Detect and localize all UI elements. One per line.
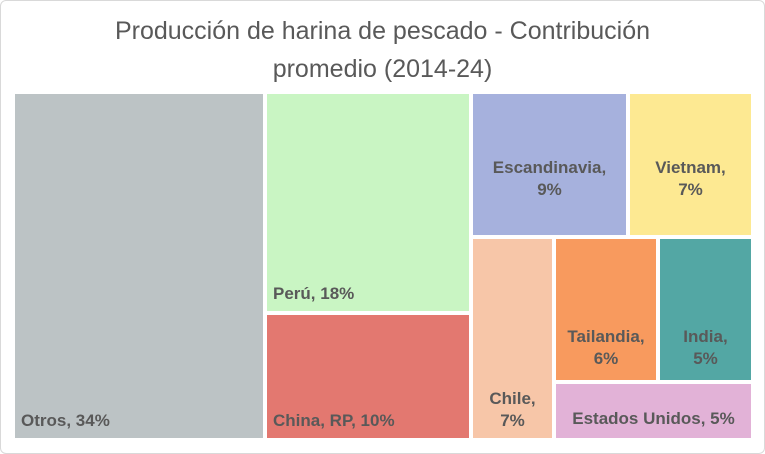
tile-escandinavia: Escandinavia, 9%	[471, 92, 628, 237]
tile-label-chile-line-1: Chile,	[489, 389, 536, 408]
tile-label-vietnam-line-1: Vietnam,	[655, 157, 726, 177]
tile-label-chile-line-2: 7%	[500, 411, 525, 430]
tile-label-escandinavia-line-2: 9%	[537, 179, 562, 199]
tile-label-india-line-1: India,	[683, 327, 728, 346]
tile-label-tailandia-line-1: Tailandia,	[567, 327, 645, 346]
tile-label-escandinavia: Escandinavia, 9%	[473, 157, 626, 201]
tile-india: India, 5%	[658, 237, 753, 382]
tile-label-peru: Perú, 18%	[273, 284, 355, 303]
chart-title-line-2: promedio (2014-24)	[272, 55, 493, 83]
tile-peru: Perú, 18%	[265, 92, 471, 313]
tile-otros: Otros, 34%	[13, 92, 265, 440]
tile-label-tailandia-line-2: 6%	[593, 349, 619, 368]
tile-tailandia: Tailandia, 6%	[554, 237, 658, 382]
tile-china: China, RP, 10%	[265, 313, 471, 440]
tile-label-vietnam: Vietnam, 7%	[630, 157, 751, 201]
tile-label-chile: Chile, 7%	[473, 388, 552, 432]
tile-label-india-line-2: 5%	[693, 349, 718, 368]
tile-label-estados-unidos: Estados Unidos, 5%	[572, 409, 735, 428]
tile-label-escandinavia-line-1: Escandinavia,	[492, 157, 607, 177]
tile-label-tailandia: Tailandia, 6%	[556, 326, 656, 370]
tile-label-china: China, RP, 10%	[273, 411, 395, 430]
tile-label-india: India, 5%	[660, 326, 751, 370]
treemap-plot: Otros, 34% Perú, 18% China, RP, 10% Esca…	[13, 92, 753, 440]
tile-estados-unidos: Estados Unidos, 5%	[554, 382, 753, 440]
tile-vietnam: Vietnam, 7%	[628, 92, 753, 237]
tile-chile: Chile, 7%	[471, 237, 554, 440]
tile-label-otros: Otros, 34%	[21, 411, 110, 430]
chart-title: Producción de harina de pescado - Contri…	[0, 12, 765, 88]
tile-label-vietnam-line-2: 7%	[678, 179, 703, 199]
chart-title-line-1: Producción de harina de pescado - Contri…	[114, 17, 651, 45]
